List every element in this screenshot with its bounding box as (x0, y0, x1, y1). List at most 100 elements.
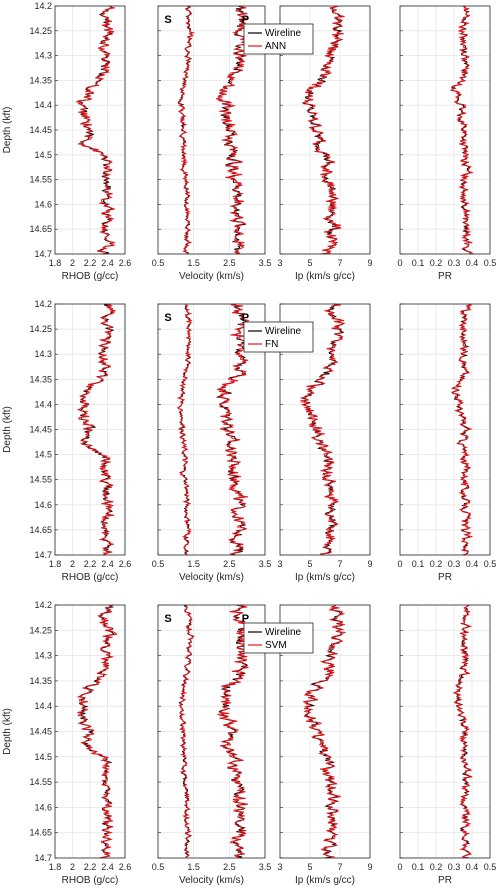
x-tick-label: 2.2 (84, 258, 97, 268)
legend-label-model: SVM (265, 640, 287, 651)
x-tick-label: 3.5 (259, 862, 272, 872)
x-axis-label: PR (438, 572, 452, 583)
x-tick-label: 2.6 (119, 559, 132, 569)
predicted-curve (177, 5, 196, 255)
depth-tick-label: 14.3 (34, 349, 52, 359)
track-velocity: 0.5 1.5 2.5 3.5 S P Velocity (km/s) (152, 604, 272, 886)
track-frame (279, 604, 371, 859)
track-frame (157, 604, 266, 859)
x-tick-label: 1.8 (49, 862, 62, 872)
x-tick-label: 0.3 (448, 258, 461, 268)
depth-tick-label: 14.6 (34, 199, 52, 209)
x-tick-label: 0.2 (430, 862, 443, 872)
x-tick-label: 1.8 (49, 559, 62, 569)
x-tick-label: 0.1 (412, 258, 425, 268)
track-frame (399, 5, 491, 255)
depth-tick-label: 14.5 (34, 450, 52, 460)
depth-tick-label: 14.25 (29, 26, 52, 36)
depth-tick-label: 14.25 (29, 324, 52, 334)
x-axis-label: Ip (km/s g/cc) (295, 875, 355, 886)
predicted-curve (75, 5, 116, 255)
x-tick-label: 2.6 (119, 258, 132, 268)
x-tick-label: 0.5 (152, 862, 165, 872)
x-tick-label: 0 (397, 559, 402, 569)
legend-box (243, 321, 314, 353)
track-pr: 0 0.1 0.2 0.3 0.4 0.5 PR (397, 5, 497, 282)
track-rhob: 1.8 2 2.2 2.4 2.6 14.2 14.25 14.3 14.35 14.4 14.45… (29, 299, 131, 583)
x-tick-label: 7 (337, 258, 342, 268)
x-tick-label: 2.6 (119, 862, 132, 872)
depth-tick-label: 14.3 (34, 51, 52, 61)
depth-tick-label: 14.4 (34, 399, 52, 409)
track-ip: 3 5 7 9 Ip (km/s g/cc) (277, 303, 373, 583)
x-tick-label: 3 (277, 258, 282, 268)
x-tick-label: 5 (307, 862, 312, 872)
x-tick-label: 0.1 (412, 559, 425, 569)
x-tick-label: 2.2 (84, 559, 97, 569)
x-tick-label: 0.4 (466, 258, 479, 268)
track-velocity: 0.5 1.5 2.5 3.5 S P Velocity (km/s) (152, 5, 271, 282)
x-tick-label: 2 (70, 258, 75, 268)
depth-tick-label: 14.4 (34, 100, 52, 110)
x-axis-label: Ip (km/s g/cc) (295, 572, 355, 583)
predicted-curve (176, 303, 193, 556)
track-frame (54, 604, 126, 859)
x-tick-label: 5 (307, 258, 312, 268)
track-pr: 0 0.1 0.2 0.3 0.4 0.5 PR (397, 303, 496, 583)
track-pr: 0 0.1 0.2 0.3 0.4 0.5 PR (397, 604, 497, 886)
x-tick-label: 7 (337, 862, 342, 872)
depth-tick-label: 14.45 (29, 727, 52, 737)
x-tick-label: 0.5 (484, 862, 497, 872)
x-tick-label: 0.1 (412, 862, 425, 872)
x-tick-label: 2 (70, 559, 75, 569)
x-tick-label: 0 (397, 258, 402, 268)
depth-tick-label: 14.5 (34, 752, 52, 762)
depth-tick-label: 14.2 (34, 600, 52, 610)
x-tick-label: 9 (367, 559, 372, 569)
track-ip: 3 5 7 9 Ip (km/s g/cc) (277, 604, 373, 886)
depth-tick-label: 14.7 (34, 550, 52, 560)
track-rhob: 1.8 2 2.2 2.4 2.6 14.2 14.25 14.3 14.35 14.4 14.45… (29, 1, 131, 282)
x-axis-label: PR (438, 875, 452, 886)
x-tick-label: 0.3 (448, 559, 461, 569)
x-axis-label: RHOB (g/cc) (62, 572, 119, 583)
x-tick-label: 1.5 (187, 559, 200, 569)
depth-tick-label: 14.35 (29, 75, 52, 85)
depth-tick-label: 14.55 (29, 475, 52, 485)
x-tick-label: 2.4 (101, 559, 114, 569)
predicted-curve (450, 5, 474, 255)
predicted-curve (451, 303, 474, 556)
x-tick-label: 0.2 (430, 559, 443, 569)
depth-axis-label: Depth (kft) (2, 708, 13, 755)
legend-label-model: ANN (265, 41, 286, 52)
x-tick-label: 0.3 (448, 862, 461, 872)
x-tick-label: 0.5 (152, 559, 165, 569)
depth-tick-label: 14.2 (34, 1, 52, 11)
x-axis-label: Velocity (km/s) (179, 572, 244, 583)
predicted-curve (303, 604, 347, 859)
s-wave-label: S (164, 613, 171, 625)
depth-tick-label: 14.7 (34, 249, 52, 259)
track-rhob: 1.8 2 2.2 2.4 2.6 14.2 14.25 14.3 14.35 14.4 14.45… (29, 600, 131, 886)
legend-label-wireline: Wireline (265, 28, 302, 39)
depth-tick-label: 14.65 (29, 525, 52, 535)
track-frame (157, 5, 266, 255)
legend-label-model: FN (265, 339, 278, 350)
x-tick-label: 0.4 (466, 559, 479, 569)
x-tick-label: 2.4 (101, 862, 114, 872)
depth-tick-label: 14.25 (29, 625, 52, 635)
x-tick-label: 2 (70, 862, 75, 872)
x-axis-label: Velocity (km/s) (179, 875, 244, 886)
depth-tick-label: 14.2 (34, 299, 52, 309)
x-tick-label: 2.4 (101, 258, 114, 268)
p-wave-label: P (242, 14, 249, 26)
x-tick-label: 9 (367, 258, 372, 268)
x-tick-label: 1.8 (49, 258, 62, 268)
x-tick-label: 3 (277, 559, 282, 569)
x-tick-label: 0.5 (484, 258, 497, 268)
depth-tick-label: 14.35 (29, 676, 52, 686)
depth-tick-label: 14.3 (34, 651, 52, 661)
depth-axis-label: Depth (kft) (2, 406, 13, 453)
predicted-curve (217, 303, 250, 556)
legend-box (243, 23, 314, 55)
